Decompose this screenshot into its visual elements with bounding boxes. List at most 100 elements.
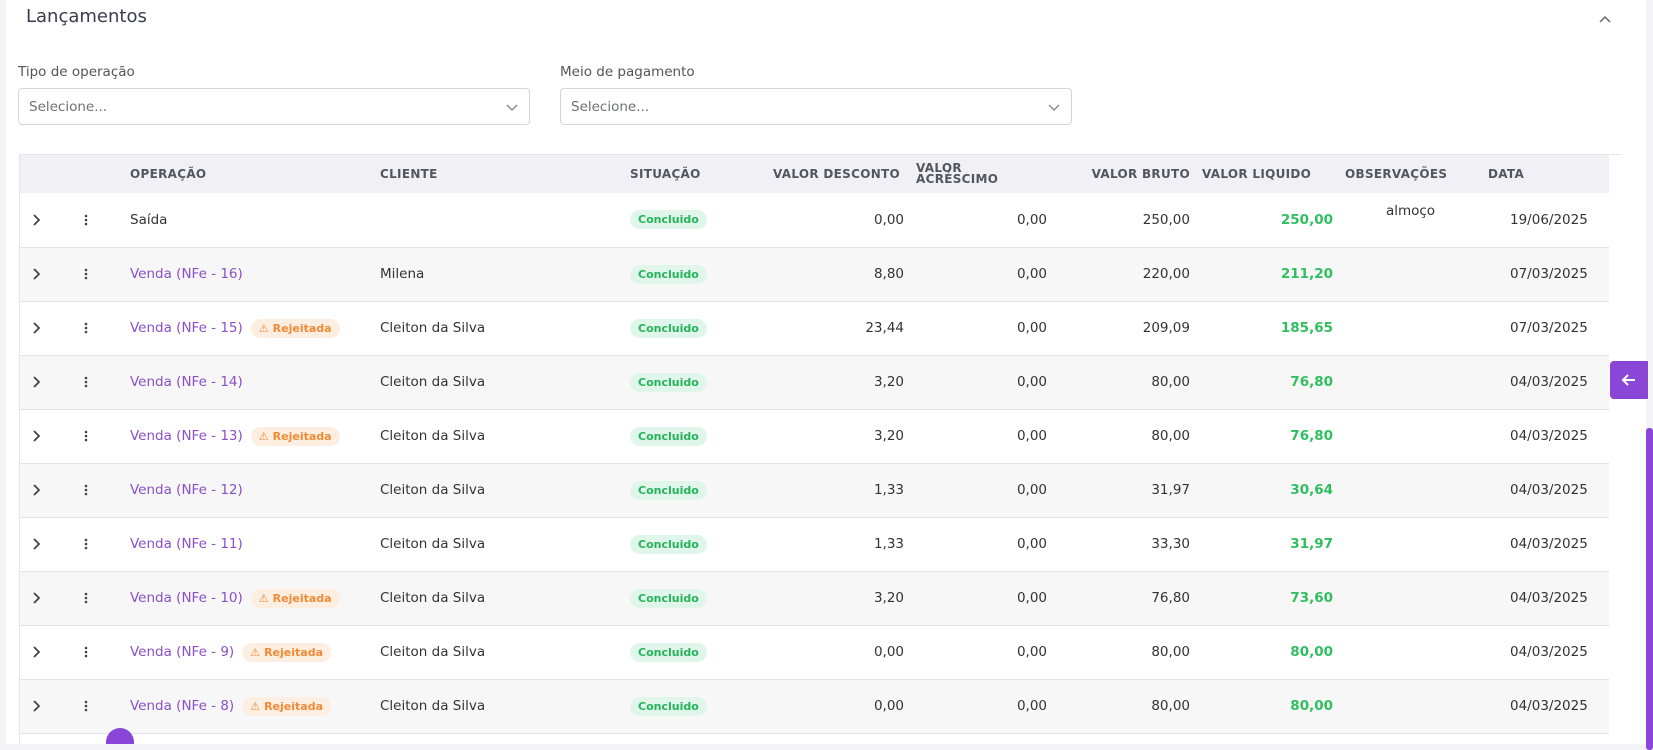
table-row[interactable]: Venda (NFe - 14) Cleiton da Silva Conclu… — [20, 355, 1609, 409]
chevron-right-icon[interactable] — [26, 642, 46, 662]
status-badge: Concluido — [630, 480, 707, 500]
operation-link[interactable]: Venda (NFe - 8) — [130, 697, 235, 714]
operation-link[interactable]: Venda (NFe - 15) — [130, 319, 243, 336]
payment-method-placeholder: Selecione... — [571, 99, 650, 115]
surcharge-cell: 0,00 — [1016, 644, 1047, 660]
header-status[interactable]: SITUAÇÃO — [630, 166, 701, 181]
payment-method-label: Meio de pagamento — [560, 64, 695, 80]
chevron-right-icon[interactable] — [26, 264, 46, 284]
client-cell: Cleiton da Silva — [380, 644, 486, 660]
kebab-menu-icon[interactable] — [76, 642, 96, 662]
actions-cell — [70, 625, 124, 679]
gross-cell: 76,80 — [1151, 590, 1190, 606]
header-operation[interactable]: OPERAÇÃO — [130, 166, 207, 181]
expand-cell — [20, 517, 70, 571]
header-gross[interactable]: VALOR BRUTO — [1091, 166, 1190, 181]
operation-link[interactable]: Venda (NFe - 10) — [130, 589, 243, 606]
status-badge: Concluido — [630, 426, 707, 446]
status-badge: Concluido — [630, 264, 707, 284]
net-cell: 76,80 — [1290, 428, 1333, 444]
notes-cell — [1339, 517, 1482, 571]
chevron-right-icon[interactable] — [26, 696, 46, 716]
status-cell: Concluido — [624, 679, 767, 733]
notes-cell: almoço — [1385, 203, 1436, 219]
notes-cell — [1339, 355, 1482, 409]
expand-cell — [20, 625, 70, 679]
chevron-right-icon[interactable] — [26, 426, 46, 446]
header-notes[interactable]: OBSERVAÇÕES — [1345, 166, 1448, 181]
chevron-right-icon[interactable] — [26, 318, 46, 338]
table-row[interactable]: Venda (NFe - 9) ⚠ Rejeitada Cleiton da Sil… — [20, 625, 1609, 679]
chevron-right-icon[interactable] — [26, 480, 46, 500]
status-cell: Concluido — [624, 247, 767, 301]
table-row[interactable]: Venda (NFe - 8) ⚠ Rejeitada Cleiton da Sil… — [20, 679, 1609, 733]
header-surcharge[interactable]: VALOR ACRÉSCIMO — [916, 161, 999, 186]
kebab-menu-icon[interactable] — [76, 318, 96, 338]
net-cell: 185,65 — [1280, 320, 1333, 336]
date-cell: 04/03/2025 — [1510, 698, 1588, 714]
table-row[interactable]: Venda (NFe - 15) ⚠ Rejeitada Cleiton da Si… — [20, 301, 1609, 355]
discount-cell: 0,00 — [873, 644, 904, 660]
date-cell: 04/03/2025 — [1510, 428, 1588, 444]
kebab-menu-icon[interactable] — [76, 480, 96, 500]
net-cell: 30,64 — [1290, 482, 1333, 498]
kebab-menu-icon[interactable] — [76, 264, 96, 284]
table-row[interactable]: Venda (NFe - 16) Milena Concluido 8,80 0… — [20, 247, 1609, 301]
operation-cell: Venda (NFe - 15) ⚠ Rejeitada — [124, 301, 374, 355]
chevron-right-icon[interactable] — [26, 588, 46, 608]
actions-cell — [70, 355, 124, 409]
chevron-down-icon — [1048, 104, 1060, 111]
kebab-menu-icon[interactable] — [76, 534, 96, 554]
actions-cell — [70, 571, 124, 625]
operation-link[interactable]: Venda (NFe - 16) — [130, 266, 243, 282]
client-cell: Cleiton da Silva — [380, 536, 486, 552]
rejected-badge: ⚠ Rejeitada — [250, 318, 340, 338]
table-row[interactable]: Venda (NFe - 10) ⚠ Rejeitada Cleiton da Si… — [20, 571, 1609, 625]
chevron-right-icon[interactable] — [26, 372, 46, 392]
header-expand — [20, 155, 70, 193]
rejected-label: Rejeitada — [264, 645, 323, 659]
table-row[interactable]: Venda (NFe - 11) Cleiton da Silva Conclu… — [20, 517, 1609, 571]
operation-link[interactable]: Venda (NFe - 9) — [130, 643, 235, 660]
net-cell: 76,80 — [1290, 374, 1333, 390]
table-row[interactable]: Venda (NFe - 13) ⚠ Rejeitada Cleiton da Si… — [20, 409, 1609, 463]
status-badge: Concluido — [630, 372, 707, 392]
operation-link[interactable]: Venda (NFe - 13) — [130, 427, 243, 444]
expand-cell — [20, 193, 70, 247]
chevron-right-icon[interactable] — [26, 210, 46, 230]
operation-link[interactable]: Saída — [130, 211, 168, 228]
transactions-table: OPERAÇÃO CLIENTE SITUAÇÃO VALOR DESCONTO… — [19, 154, 1622, 744]
kebab-menu-icon[interactable] — [76, 588, 96, 608]
actions-cell — [70, 463, 124, 517]
kebab-menu-icon[interactable] — [76, 426, 96, 446]
header-net[interactable]: VALOR LIQUIDO — [1202, 166, 1312, 181]
kebab-menu-icon[interactable] — [76, 696, 96, 716]
operation-type-select[interactable]: Selecione... — [18, 88, 530, 125]
scrollbar-thumb[interactable] — [1646, 428, 1653, 750]
expand-cell — [20, 355, 70, 409]
client-cell: Milena — [380, 266, 425, 282]
rejected-badge: ⚠ Rejeitada — [250, 588, 340, 608]
rejected-label: Rejeitada — [272, 429, 332, 443]
chevron-up-icon[interactable] — [1596, 10, 1614, 28]
notes-cell — [1339, 247, 1482, 301]
pagination-current-page[interactable] — [106, 728, 134, 744]
kebab-menu-icon[interactable] — [76, 372, 96, 392]
table-row[interactable]: Saída Concluido 0,00 0,00 250,00 250,00 … — [20, 193, 1609, 247]
date-cell: 04/03/2025 — [1510, 536, 1588, 552]
client-cell: Cleiton da Silva — [380, 698, 486, 714]
net-cell: 80,00 — [1290, 644, 1333, 660]
table-row[interactable]: Venda (NFe - 12) Cleiton da Silva Conclu… — [20, 463, 1609, 517]
operation-link[interactable]: Venda (NFe - 11) — [130, 536, 243, 552]
client-cell: Cleiton da Silva — [380, 428, 486, 444]
header-date[interactable]: DATA — [1488, 166, 1525, 181]
operation-link[interactable]: Venda (NFe - 14) — [130, 374, 243, 390]
chevron-right-icon[interactable] — [26, 534, 46, 554]
side-panel-toggle-button[interactable] — [1610, 361, 1648, 399]
payment-method-select[interactable]: Selecione... — [560, 88, 1072, 125]
header-discount[interactable]: VALOR DESCONTO — [773, 166, 901, 181]
kebab-menu-icon[interactable] — [76, 210, 96, 230]
header-client[interactable]: CLIENTE — [380, 166, 438, 181]
actions-cell — [70, 679, 124, 733]
operation-link[interactable]: Venda (NFe - 12) — [130, 482, 243, 498]
